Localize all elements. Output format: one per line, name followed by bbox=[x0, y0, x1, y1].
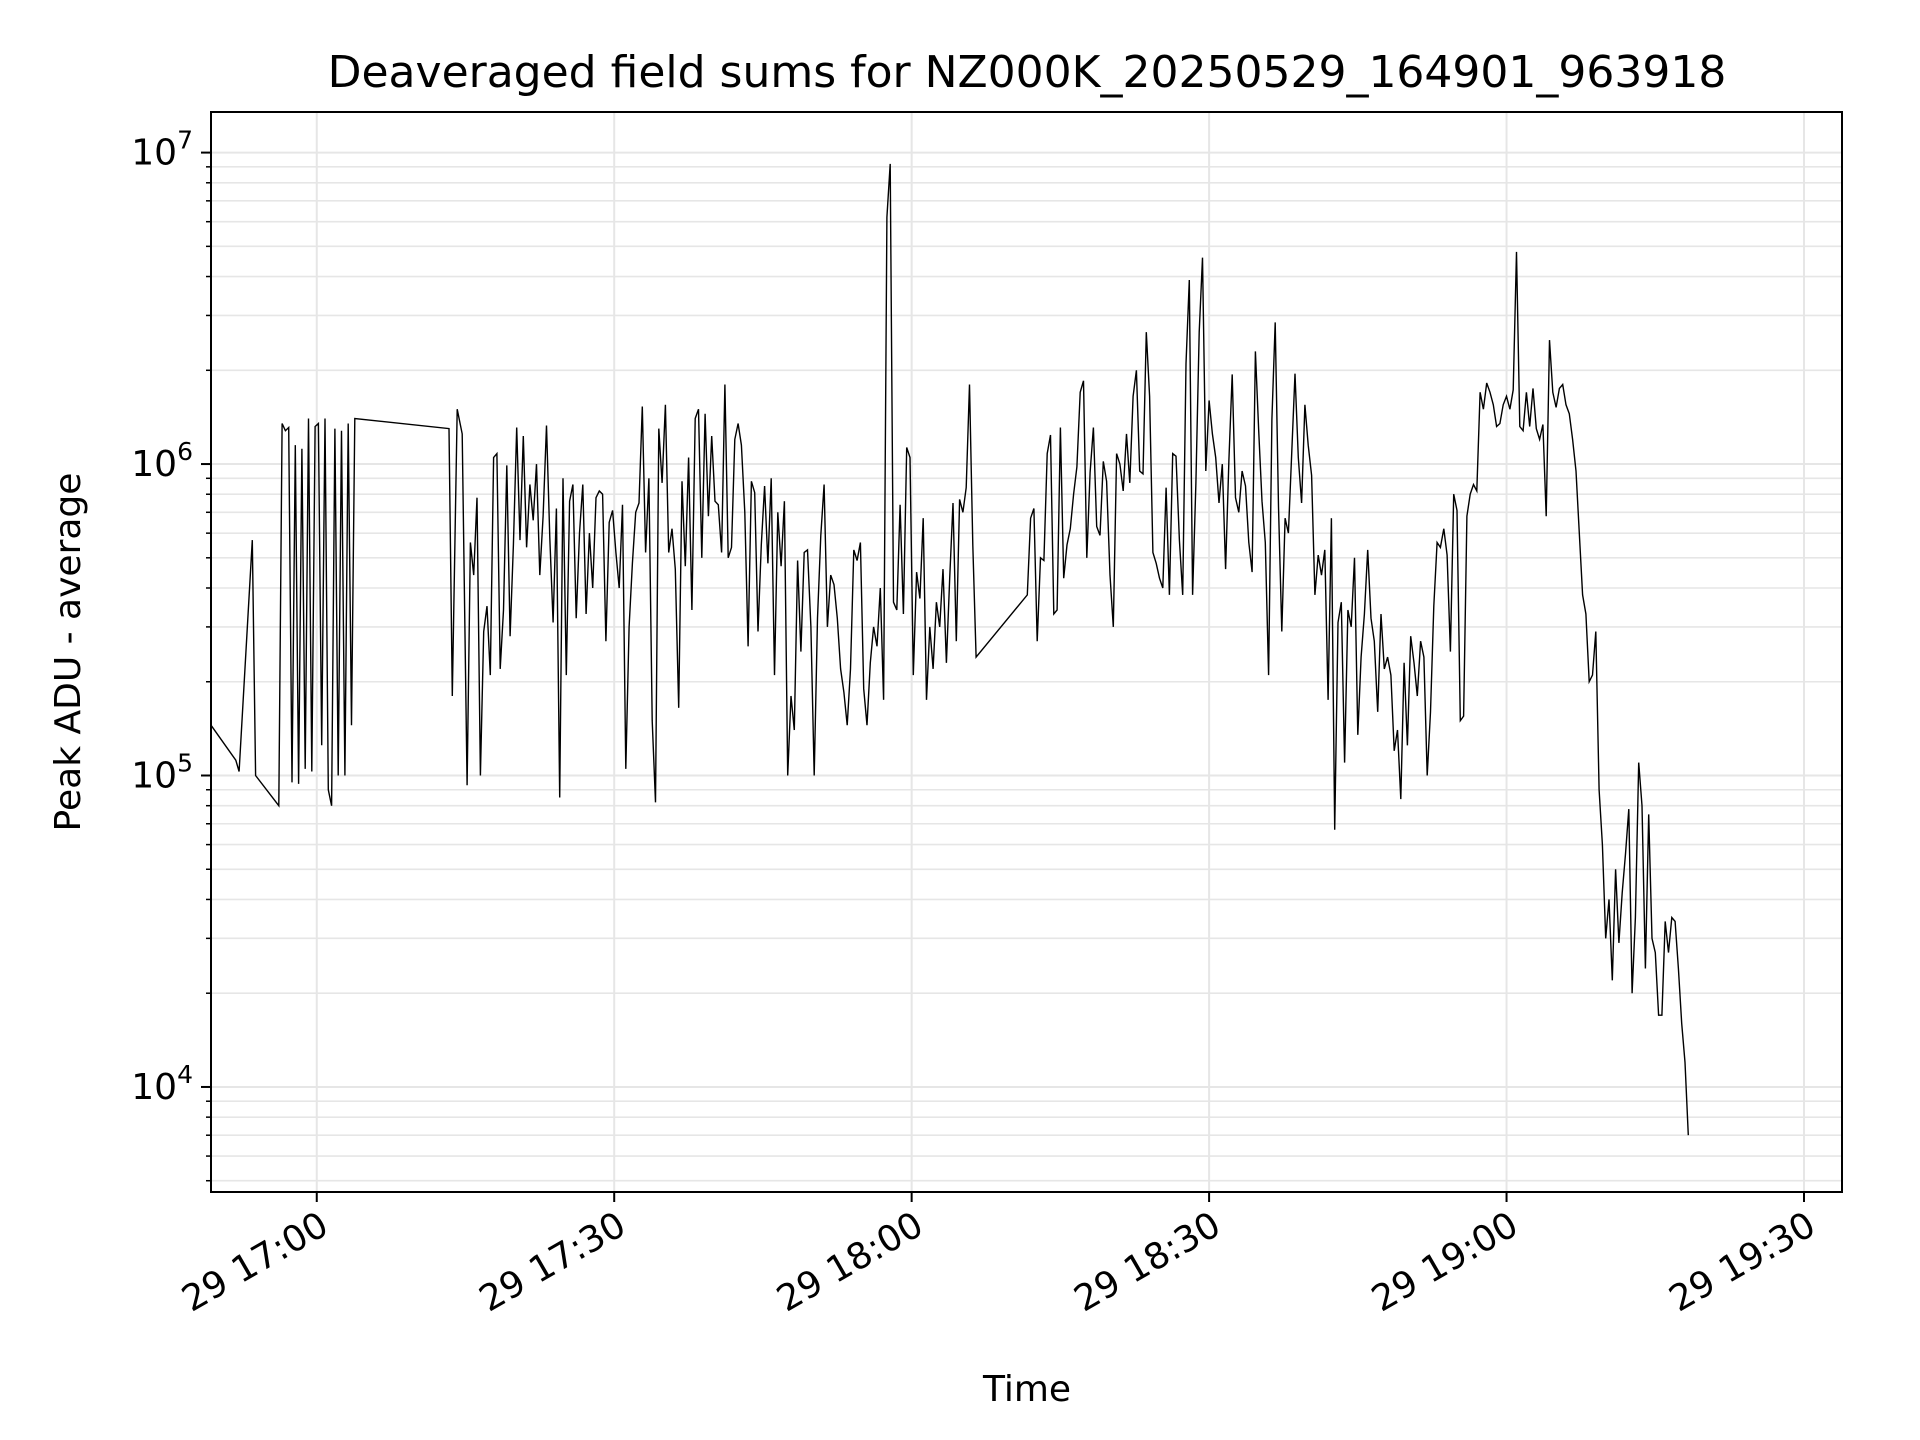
y-tick-label: 107 bbox=[131, 126, 193, 174]
chart-title: Deaveraged field sums for NZ000K_2025052… bbox=[328, 47, 1727, 98]
y-axis: 104 105 106 107 bbox=[131, 126, 211, 1182]
plot-frame bbox=[210, 111, 1843, 1193]
y-axis-label: Peak ADU - average bbox=[48, 473, 89, 832]
x-axis-label: Time bbox=[982, 1369, 1071, 1410]
grid bbox=[211, 112, 1842, 1192]
series-layer bbox=[210, 163, 1689, 1136]
y-tick-label: 105 bbox=[131, 749, 193, 797]
y-tick-label: 106 bbox=[131, 437, 193, 485]
y-tick-label: 104 bbox=[131, 1060, 193, 1108]
series-line-0 bbox=[210, 163, 1689, 1136]
plot-area bbox=[211, 112, 1842, 1192]
